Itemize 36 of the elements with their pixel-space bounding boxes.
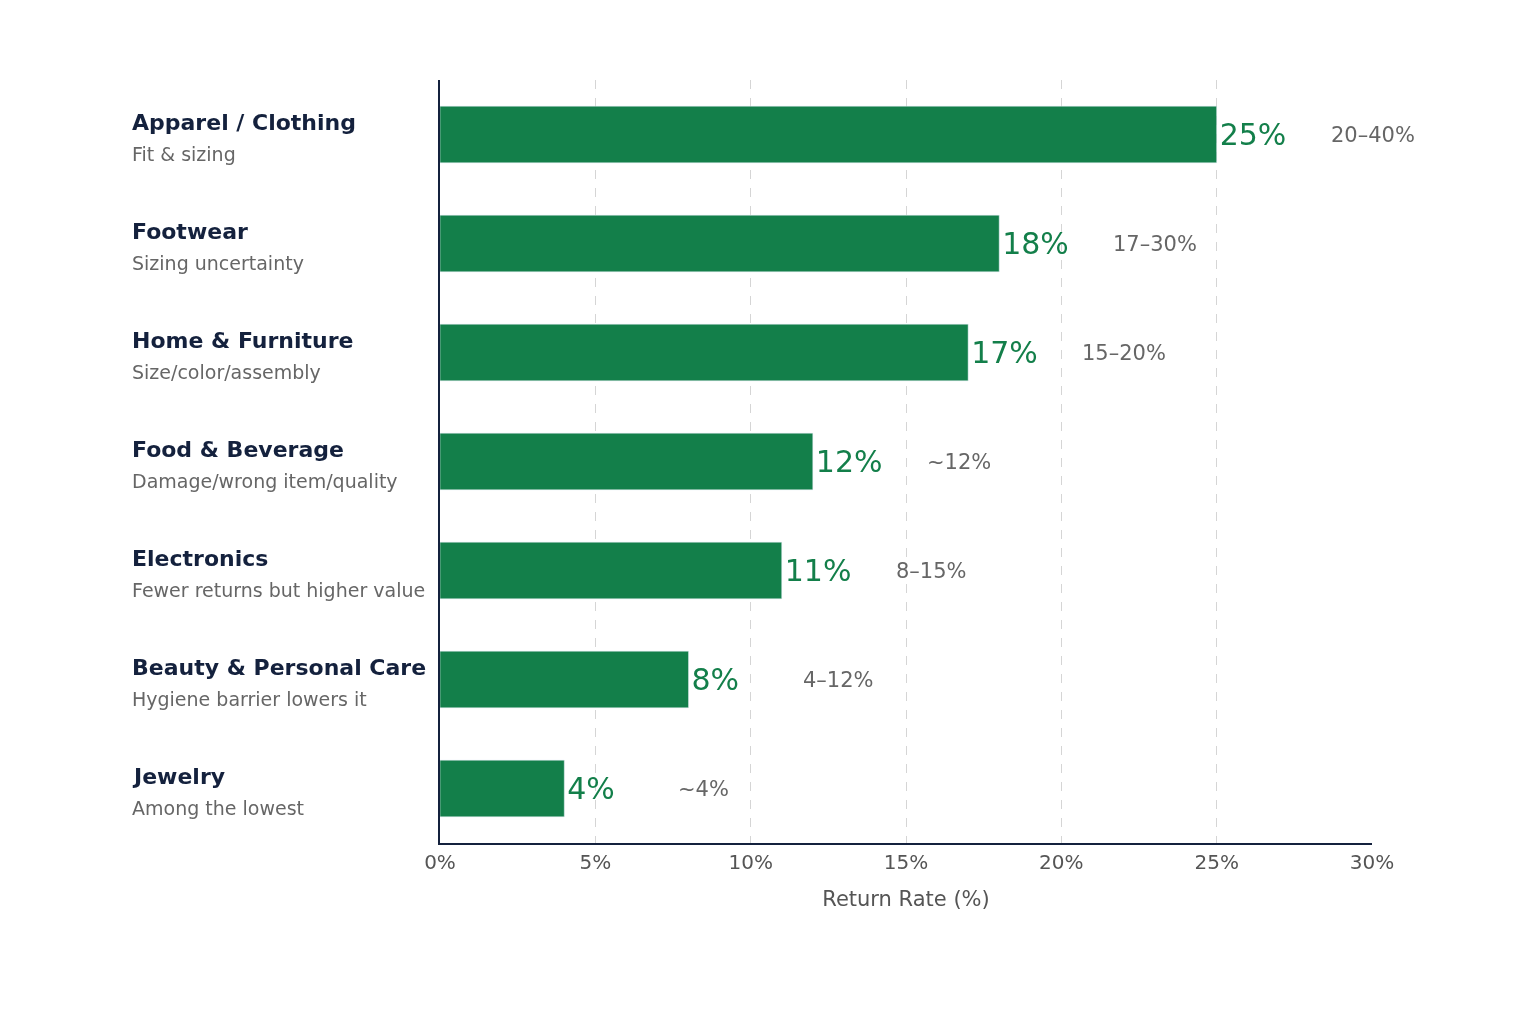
x-tick-label: 0%: [424, 850, 456, 874]
data-label: 8%: [691, 662, 740, 697]
annotation: ~4%: [678, 777, 729, 801]
data-label: 25%: [1219, 117, 1287, 152]
annotation: 17–30%: [1113, 232, 1197, 256]
data-label: 4%: [567, 771, 615, 806]
y-tick-label: Food & Beverage Damage/wrong item/quality: [132, 437, 398, 492]
y-tick-label: Home & Furniture Size/color/assembly: [132, 328, 354, 383]
annotation: 20–40%: [1331, 123, 1415, 147]
annotation: 15–20%: [1082, 341, 1166, 365]
x-tick-label: 30%: [1349, 850, 1395, 874]
annotation: 4–12%: [803, 668, 874, 692]
annotation: ~12%: [927, 450, 992, 474]
x-tick-label: 5%: [579, 850, 612, 874]
bar: [440, 105, 1217, 164]
bar: [440, 759, 565, 818]
annotation: 8–15%: [896, 559, 967, 583]
x-tick-label: 15%: [883, 850, 929, 874]
bar: [440, 323, 969, 382]
bar: [440, 214, 1000, 273]
y-tick-label: Beauty & Personal Care Hygiene barrier lowers it: [132, 655, 427, 710]
bar: [440, 650, 689, 709]
data-label: 17%: [971, 335, 1038, 370]
y-tick-label: Footwear Sizing uncertainty: [132, 219, 304, 274]
x-tick-label: 10%: [728, 850, 773, 874]
y-tick-label: Electronics Fewer returns but higher value: [132, 546, 426, 601]
data-label: 11%: [784, 553, 852, 588]
bar: [440, 432, 814, 491]
data-label: 18%: [1002, 226, 1069, 261]
y-tick-label: Apparel / Clothing Fit & sizing: [132, 110, 356, 165]
x-axis-title: Return Rate (%): [822, 886, 990, 911]
x-tick-label: 25%: [1194, 850, 1239, 874]
y-tick-label: Jewelry Among the lowest: [132, 764, 304, 819]
data-label: 12%: [815, 444, 883, 479]
x-tick-label: 20%: [1039, 850, 1084, 874]
bar: [440, 541, 782, 600]
